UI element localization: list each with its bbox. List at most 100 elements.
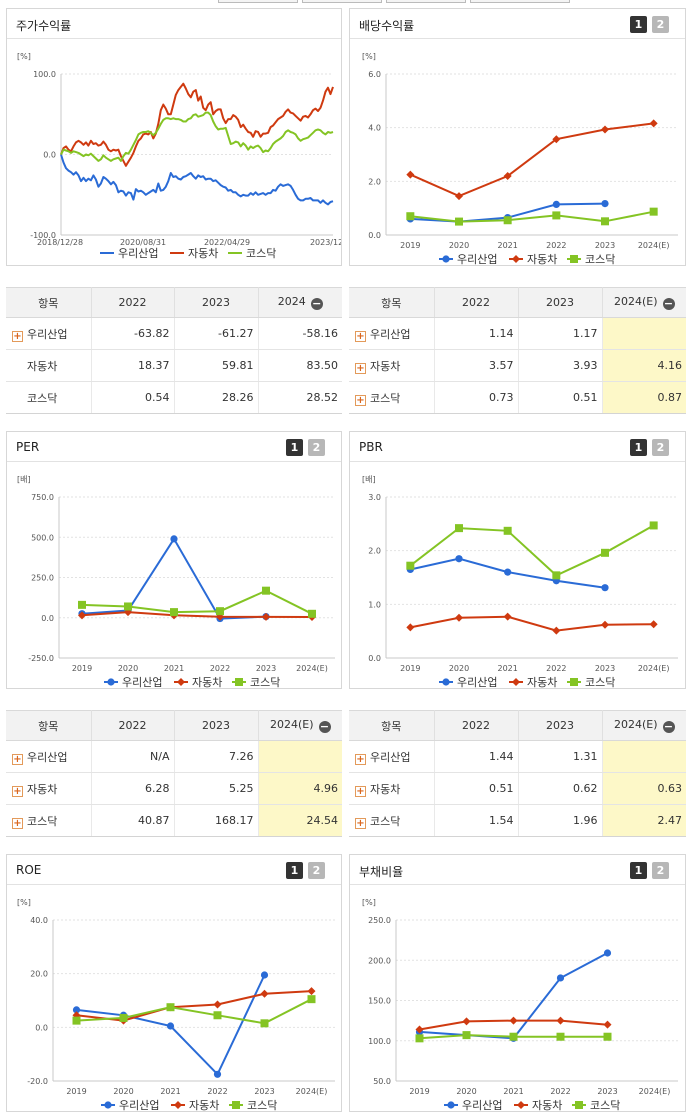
data-point-red [601, 125, 609, 134]
page-2-button[interactable]: 2 [308, 862, 325, 879]
data-point-blue [556, 974, 565, 982]
data-point-blue [601, 584, 609, 592]
data-point-blue [552, 200, 560, 209]
row-name-cell[interactable]: + 자동차 [349, 349, 435, 382]
legend-label: 코스닥 [246, 247, 276, 260]
legend-item-blue[interactable]: 우리산업 [444, 1099, 502, 1111]
legend-item-red[interactable]: 자동차 [514, 1099, 562, 1111]
expand-icon[interactable]: + [355, 394, 366, 406]
page-1-button[interactable]: 1 [630, 439, 647, 456]
top-tab-2[interactable] [302, 0, 382, 3]
page-2-button[interactable]: 2 [652, 439, 669, 456]
legend-item-green[interactable]: 코스닥 [228, 247, 276, 260]
top-tab-1[interactable] [218, 0, 298, 3]
legend-label: 코스닥 [585, 253, 615, 265]
legend-item-red[interactable]: 자동차 [170, 247, 218, 260]
expand-icon[interactable]: + [355, 330, 366, 342]
panel-header: PER 1 2 [7, 432, 341, 462]
collapse-icon[interactable]: − [662, 720, 675, 733]
value-cell: 0.87 [602, 381, 686, 414]
row-name-cell[interactable]: + 우리산업 [6, 317, 92, 350]
x-tick-label: 2023 [254, 1087, 274, 1096]
legend-label: 자동차 [188, 247, 218, 260]
page-1-button[interactable]: 1 [630, 862, 647, 879]
legend-item-blue[interactable]: 우리산업 [100, 247, 158, 260]
row-name-cell[interactable]: + 우리산업 [349, 317, 435, 350]
legend-item-red[interactable]: 자동차 [174, 676, 222, 688]
legend-marker [177, 678, 185, 686]
legend-item-green[interactable]: 코스닥 [232, 676, 280, 688]
row-name-cell[interactable]: + 코스닥 [349, 381, 435, 414]
legend-marker [512, 678, 520, 686]
expand-icon[interactable]: + [12, 753, 23, 765]
data-point-red [552, 135, 561, 144]
table-row: + 코스닥 0.73 0.51 0.87 [349, 381, 686, 414]
legend-marker [442, 255, 450, 263]
top-tab-4[interactable] [470, 0, 570, 3]
column-header-item: 항목 [6, 710, 92, 741]
legend-item-blue[interactable]: 우리산업 [439, 676, 497, 688]
legend-item-blue[interactable]: 우리산업 [439, 253, 497, 265]
row-name-cell[interactable]: + 코스닥 [349, 804, 435, 837]
legend-item-green[interactable]: 코스닥 [567, 253, 615, 265]
legend-item-blue[interactable]: 우리산업 [104, 676, 162, 688]
x-tick-label: 2020 [449, 664, 469, 673]
data-point-red [262, 612, 270, 621]
page-2-button[interactable]: 2 [652, 16, 669, 33]
collapse-icon[interactable]: − [662, 297, 675, 310]
legend-item-red[interactable]: 자동차 [509, 676, 557, 688]
collapse-icon[interactable]: − [310, 297, 323, 310]
dividend-yield-panel: 배당수익률 1 2 [%] 6.0 4.0 2.0 0.0 2019 2020 2021 202… [349, 8, 686, 266]
page-1-button[interactable]: 1 [286, 439, 303, 456]
row-name: 코스닥 [27, 391, 58, 405]
top-tab-3[interactable] [386, 0, 466, 3]
legend-label: 우리산업 [462, 1099, 502, 1111]
legend-label: 자동차 [527, 253, 557, 265]
data-point-green [308, 609, 316, 618]
collapse-icon[interactable]: − [318, 720, 331, 733]
legend-item-green[interactable]: 코스닥 [229, 1099, 277, 1111]
table-row: + 코스닥 40.87 168.17 24.54 [6, 804, 342, 837]
data-point-blue [504, 568, 512, 576]
legend-label: 우리산업 [457, 676, 497, 688]
legend-item-red[interactable]: 자동차 [509, 253, 557, 265]
value-cell: 0.73 [434, 381, 519, 414]
data-point-green [556, 1032, 565, 1041]
value-cell: 83.50 [258, 349, 342, 382]
data-point-green [260, 1019, 269, 1028]
row-name-cell[interactable]: + 자동차 [6, 772, 92, 805]
expand-icon[interactable]: + [12, 785, 23, 797]
y-tick-label: 6.0 [368, 70, 381, 79]
panel-header: ROE 1 2 [7, 855, 341, 885]
value-cell: 7.26 [174, 740, 259, 773]
legend-label: 우리산업 [118, 247, 158, 260]
row-name-cell[interactable]: + 자동차 [349, 772, 435, 805]
expand-icon[interactable]: + [355, 817, 366, 829]
page-2-button[interactable]: 2 [652, 862, 669, 879]
row-name-cell[interactable]: + 우리산업 [6, 740, 92, 773]
y-unit-label: [배] [362, 475, 376, 484]
value-cell [602, 740, 686, 773]
value-cell: 28.52 [258, 381, 342, 414]
value-cell: 0.63 [602, 772, 686, 805]
expand-icon[interactable]: + [355, 362, 366, 374]
expand-icon[interactable]: + [12, 330, 23, 342]
column-header-year: 2023 [174, 287, 259, 318]
expand-icon[interactable]: + [355, 753, 366, 765]
legend-item-green[interactable]: 코스닥 [572, 1099, 620, 1111]
expand-icon[interactable]: + [12, 817, 23, 829]
y-tick-label: 250.0 [368, 916, 391, 925]
value-cell: -58.16 [258, 317, 342, 350]
column-header-item: 항목 [349, 287, 435, 318]
row-name-cell[interactable]: + 코스닥 [6, 804, 92, 837]
y-tick-label: 50.0 [373, 1077, 391, 1086]
column-header-year: 2022 [91, 710, 175, 741]
page-1-button[interactable]: 1 [286, 862, 303, 879]
legend-item-red[interactable]: 자동차 [171, 1099, 219, 1111]
legend-item-blue[interactable]: 우리산업 [101, 1099, 159, 1111]
expand-icon[interactable]: + [355, 785, 366, 797]
page-1-button[interactable]: 1 [630, 16, 647, 33]
legend-item-green[interactable]: 코스닥 [567, 676, 615, 688]
row-name-cell[interactable]: + 우리산업 [349, 740, 435, 773]
page-2-button[interactable]: 2 [308, 439, 325, 456]
